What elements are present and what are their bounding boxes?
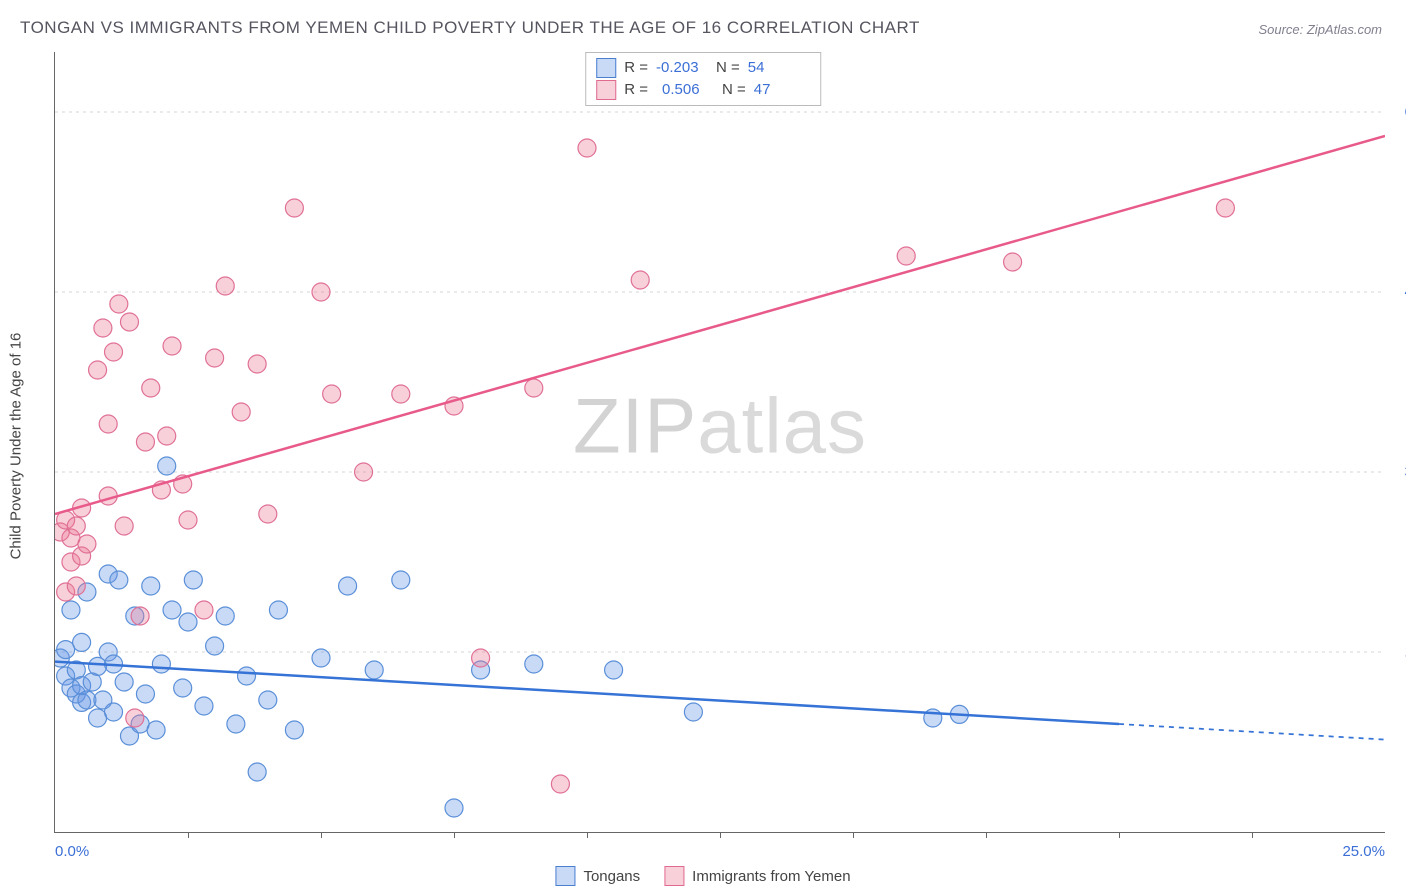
xtick-minor: [321, 832, 322, 838]
r-label: R =: [624, 79, 648, 101]
legend-label-1: Tongans: [583, 868, 640, 885]
r-value-2: 0.506: [656, 79, 714, 101]
swatch-series-2: [596, 80, 616, 100]
xtick-minor: [587, 832, 588, 838]
legend-swatch-2: [664, 866, 684, 886]
stats-row-2: R = 0.506 N = 47: [596, 79, 806, 101]
stats-row-1: R = -0.203 N = 54: [596, 57, 806, 79]
legend-swatch-1: [555, 866, 575, 886]
chart-title: TONGAN VS IMMIGRANTS FROM YEMEN CHILD PO…: [20, 18, 920, 38]
xtick-minor: [1119, 832, 1120, 838]
xtick-minor: [188, 832, 189, 838]
r-value-1: -0.203: [656, 57, 708, 79]
r-label: R =: [624, 57, 648, 79]
xtick-minor: [454, 832, 455, 838]
xtick-label: 0.0%: [55, 843, 89, 860]
plot-area: ZIPatlas 15.0%30.0%45.0%60.0%0.0%25.0%: [54, 52, 1385, 833]
n-value-2: 47: [754, 79, 806, 101]
xtick-minor: [853, 832, 854, 838]
legend-bottom: Tongans Immigrants from Yemen: [555, 866, 850, 886]
n-label: N =: [716, 57, 740, 79]
legend-item-2: Immigrants from Yemen: [664, 866, 850, 886]
y-axis-label: Child Poverty Under the Age of 16: [8, 333, 25, 560]
n-label: N =: [722, 79, 746, 101]
stats-legend-box: R = -0.203 N = 54 R = 0.506 N = 47: [585, 52, 821, 106]
xtick-minor: [720, 832, 721, 838]
swatch-series-1: [596, 58, 616, 78]
legend-item-1: Tongans: [555, 866, 640, 886]
source-attribution: Source: ZipAtlas.com: [1258, 22, 1382, 37]
legend-label-2: Immigrants from Yemen: [692, 868, 850, 885]
xtick-minor: [1252, 832, 1253, 838]
n-value-1: 54: [748, 57, 800, 79]
xtick-label: 25.0%: [1342, 843, 1385, 860]
chart-svg: [55, 52, 1385, 832]
xtick-minor: [986, 832, 987, 838]
